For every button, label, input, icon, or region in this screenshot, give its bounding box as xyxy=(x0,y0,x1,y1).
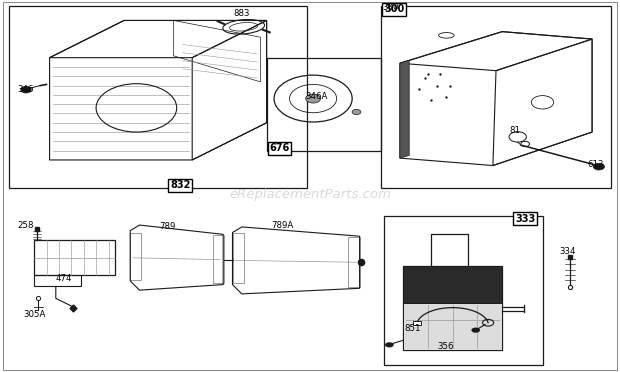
Circle shape xyxy=(306,94,321,103)
Text: 474: 474 xyxy=(56,274,72,283)
Circle shape xyxy=(593,163,604,170)
Bar xyxy=(233,233,244,283)
Text: 305A: 305A xyxy=(23,310,45,319)
Text: 851: 851 xyxy=(404,324,420,333)
Text: 258: 258 xyxy=(18,221,34,230)
Polygon shape xyxy=(400,60,409,158)
Bar xyxy=(381,6,611,188)
Text: 832: 832 xyxy=(170,180,190,190)
Text: 883: 883 xyxy=(234,9,250,18)
Circle shape xyxy=(352,109,361,115)
Text: 356: 356 xyxy=(437,342,453,351)
Text: 789: 789 xyxy=(159,222,175,231)
Text: eReplacementParts.com: eReplacementParts.com xyxy=(229,188,391,201)
Text: 346A: 346A xyxy=(305,92,327,101)
Text: 300: 300 xyxy=(384,4,404,14)
Bar xyxy=(213,235,224,283)
Bar xyxy=(130,232,141,280)
Bar xyxy=(403,266,502,350)
Bar xyxy=(384,216,542,365)
Bar xyxy=(414,321,421,325)
Circle shape xyxy=(471,327,480,333)
Bar xyxy=(9,6,307,188)
Bar xyxy=(34,275,81,286)
Text: 346: 346 xyxy=(18,85,34,94)
Text: 676: 676 xyxy=(270,144,290,153)
Text: 789A: 789A xyxy=(271,221,293,230)
Text: 81: 81 xyxy=(509,126,520,135)
Bar xyxy=(348,237,360,287)
Text: 613: 613 xyxy=(587,160,603,169)
Circle shape xyxy=(385,342,394,347)
Bar xyxy=(267,58,381,151)
Text: 333: 333 xyxy=(515,214,535,224)
Bar xyxy=(34,240,115,275)
Circle shape xyxy=(21,87,31,93)
Bar xyxy=(403,303,502,350)
Text: 300: 300 xyxy=(383,3,399,12)
Text: 334: 334 xyxy=(559,247,575,256)
Bar xyxy=(403,266,502,303)
